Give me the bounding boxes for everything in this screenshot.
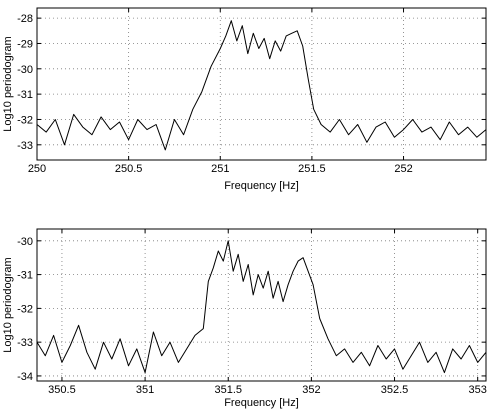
x-axis-label: Frequency [Hz] (224, 180, 299, 192)
y-tick-label: -33 (17, 140, 33, 152)
series-line-1 (37, 240, 486, 374)
y-tick-label: -28 (17, 13, 33, 25)
x-axis-label: Frequency [Hz] (224, 397, 299, 409)
chart-panel-2: 350.5 351 351.5 352 352.5 353 -34 -33 -32 -31 -30 F… (2, 228, 487, 409)
y-axis-label: Log10 periodogram (2, 257, 14, 352)
y-tick-label: -34 (17, 371, 33, 383)
y-tick-label: -33 (17, 337, 33, 349)
y-tick-label: -30 (17, 64, 33, 76)
y-tick-label: -31 (17, 89, 33, 101)
x-tick-label: 251.5 (298, 163, 326, 175)
x-tick-label: 252 (394, 163, 412, 175)
y-tick-label: -32 (17, 303, 33, 315)
chart-panel-1: 250 250.5 251 251.5 252 -33 -32 -31 -30 -29 -28 Fre… (2, 7, 487, 192)
x-tick-label: 350.5 (48, 384, 76, 396)
y-axis-label: Log10 periodogram (2, 36, 14, 131)
y-tick-label: -32 (17, 114, 33, 126)
x-tick-label: 251 (211, 163, 229, 175)
x-tick-label: 351 (136, 384, 154, 396)
x-tick-label: 353 (469, 384, 487, 396)
y-tick-label: -31 (17, 270, 33, 282)
y-tick-label: -30 (17, 236, 33, 248)
x-tick-label: 352.5 (381, 384, 409, 396)
axes-frame (36, 7, 487, 161)
y-tick-label: -29 (17, 38, 33, 50)
axes-frame (36, 228, 487, 382)
x-tick-label: 250.5 (115, 163, 143, 175)
x-tick-label: 351.5 (214, 384, 242, 396)
x-tick-label: 250 (28, 163, 46, 175)
x-tick-label: 352 (302, 384, 320, 396)
series-line-1 (37, 20, 486, 151)
